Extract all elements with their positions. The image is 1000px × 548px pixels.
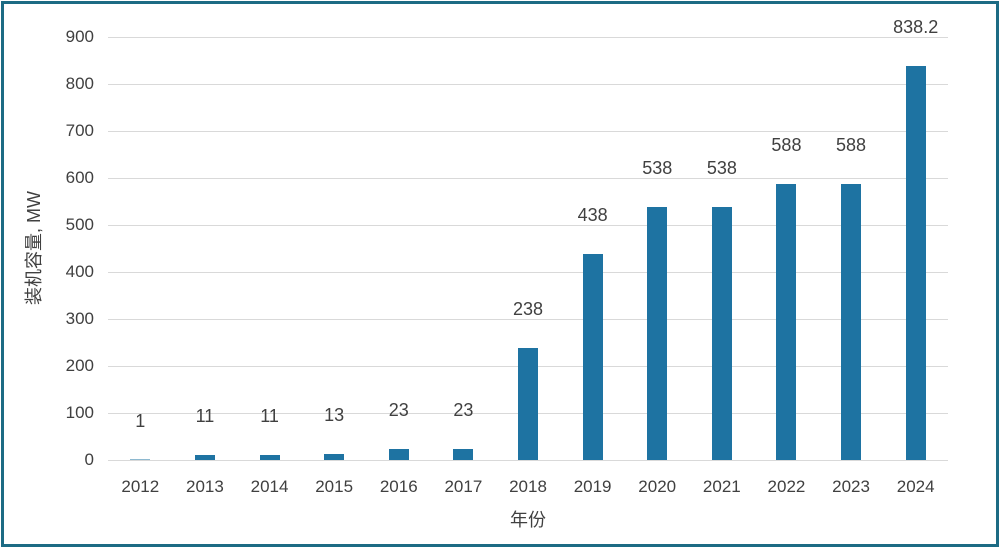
y-axis-title: 装机容量, MW [24, 191, 44, 305]
x-tick-label: 2015 [315, 477, 354, 496]
x-tick-label: 2018 [509, 477, 547, 496]
bar-value-label: 588 [771, 134, 802, 155]
bar-value-label: 538 [706, 158, 737, 179]
gridline [108, 459, 948, 461]
bar-value-label: 588 [836, 134, 867, 155]
bar-value-label: 238 [512, 299, 544, 320]
x-tick-label: 2016 [379, 477, 418, 496]
bar-value-label: 1 [135, 410, 146, 431]
x-tick-label: 2021 [702, 477, 741, 496]
gridline [108, 177, 948, 179]
bar-value-label: 11 [260, 405, 279, 426]
y-tick-label: 300 [65, 309, 94, 328]
bar [582, 254, 603, 460]
gridline [108, 318, 948, 320]
x-tick-label: 2020 [638, 477, 677, 496]
bar [130, 458, 151, 460]
x-tick-label: 2013 [186, 477, 224, 496]
bar [518, 348, 538, 460]
x-tick-label: 2023 [832, 477, 870, 496]
y-tick-label: 700 [65, 121, 94, 140]
y-tick-label: 500 [65, 215, 94, 234]
y-tick-label: 0 [84, 450, 94, 469]
bar-value-label: 838.2 [893, 17, 939, 38]
gridline [108, 224, 948, 226]
gridline [108, 130, 948, 132]
gridline [108, 36, 948, 38]
y-tick-label: 100 [65, 403, 94, 422]
x-tick-label: 2024 [896, 477, 935, 496]
bar [324, 453, 345, 460]
y-tick-label: 900 [65, 27, 94, 46]
bar-value-label: 13 [324, 404, 345, 425]
bar [453, 449, 474, 460]
x-tick-label: 2012 [121, 477, 160, 496]
x-tick-label: 2017 [444, 477, 483, 496]
bar [711, 207, 732, 460]
bar [647, 207, 668, 460]
x-tick-label: 2014 [250, 477, 289, 496]
bar [841, 183, 862, 460]
y-tick-label: 800 [65, 74, 94, 93]
x-axis-title: 年份 [510, 510, 546, 530]
gridline [108, 271, 948, 273]
gridline [108, 83, 948, 85]
y-tick-label: 400 [65, 262, 94, 281]
bar-value-label: 438 [577, 205, 608, 226]
bar-value-label: 23 [453, 400, 474, 421]
x-tick-label: 2022 [767, 477, 806, 496]
x-tick-label: 2019 [573, 477, 612, 496]
y-tick-label: 200 [65, 356, 94, 375]
bar [776, 183, 797, 460]
bar [194, 454, 215, 460]
bar-value-label: 11 [195, 405, 215, 426]
bar [905, 66, 926, 460]
bar-value-label: 23 [388, 400, 409, 421]
y-tick-label: 600 [65, 168, 94, 187]
bar-value-label: 538 [642, 158, 673, 179]
bar [388, 449, 409, 460]
bar [259, 454, 280, 460]
